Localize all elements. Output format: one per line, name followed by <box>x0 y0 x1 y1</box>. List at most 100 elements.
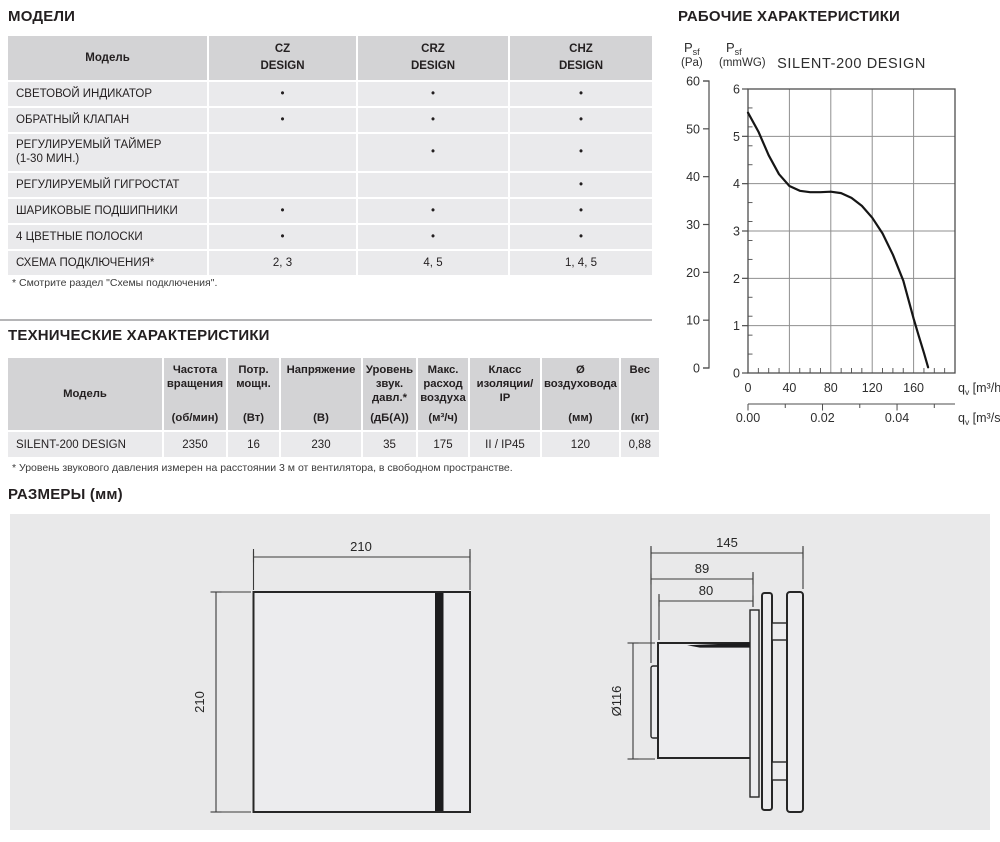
tech-header-wrap: Макс. расход воздуха (м³/ч) <box>420 363 466 425</box>
model-series: DESIGN <box>260 60 305 72</box>
feature-label-line: (1-30 МИН.) <box>16 153 80 166</box>
feature-value: • <box>358 198 508 223</box>
section-title-models: МОДЕЛИ <box>8 8 76 25</box>
tech-header-unit: (дБ(А)) <box>370 411 409 424</box>
y-axis-title-mmwg: Psf <box>726 40 742 57</box>
section-title-performance: РАБОЧИЕ ХАРАКТЕРИСТИКИ <box>678 8 901 25</box>
models-table-row: ШАРИКОВЫЕ ПОДШИПНИКИ • • • <box>8 198 652 223</box>
svg-text:40: 40 <box>782 381 796 395</box>
fan-curve <box>746 111 930 369</box>
tech-col-header: Модель <box>8 358 162 430</box>
feature-value: • <box>358 108 508 132</box>
feature-value: 4, 5 <box>358 250 508 275</box>
x-axis-title-m3s: qv [m³/s] <box>958 411 1000 427</box>
tech-header-label: Частота вращения <box>166 364 224 391</box>
model-series: DESIGN <box>558 60 604 72</box>
y-axis-unit-pa: (Pa) <box>681 57 703 69</box>
svg-text:1: 1 <box>733 319 740 333</box>
svg-text:0: 0 <box>693 362 700 376</box>
feature-label: РЕГУЛИРУЕМЫЙ ГИГРОСТАТ <box>8 172 207 197</box>
feature-label-line: ОБРАТНЫЙ КЛАПАН <box>16 113 130 126</box>
models-table-row: РЕГУЛИРУЕМЫЙ ТАЙМЕР (1-30 МИН.) • • <box>8 134 652 171</box>
tech-value-cell: 175 <box>418 432 468 457</box>
feature-value: • <box>209 198 356 223</box>
tech-header-unit: (м³/ч) <box>428 411 458 424</box>
inner-frame <box>761 592 773 811</box>
feature-value: • <box>510 172 652 197</box>
section-title-dimensions: РАЗМЕРЫ (мм) <box>8 486 123 503</box>
feature-value: • <box>510 224 652 249</box>
tech-header-label: Ø воздуховода <box>544 364 617 391</box>
x-axis-title-m3h: qv [m³/h] <box>958 381 1000 397</box>
tech-header-wrap: Уровень звук. давл.* (дБ(А)) <box>365 363 414 425</box>
svg-text:80: 80 <box>824 381 838 395</box>
svg-text:6: 6 <box>733 83 740 97</box>
tech-header-unit: (мм) <box>568 411 593 424</box>
feature-value <box>209 172 356 197</box>
model-name: CZ <box>274 43 291 56</box>
tech-value-cell: 16 <box>228 432 279 457</box>
tech-header-row: Модель Частота вращения (об/мин) Потр. мощн… <box>8 358 659 430</box>
svg-text:30: 30 <box>686 218 700 232</box>
feature-value: • <box>209 224 356 249</box>
tech-header-label: Класс изоляции/ IP <box>476 364 534 405</box>
tech-value-cell: 0,88 <box>620 432 659 457</box>
tech-footnote: * Уровень звукового давления измерен на … <box>12 462 513 474</box>
tech-col-header: Напряжение (В) <box>281 358 361 430</box>
tech-header-unit: (кг) <box>630 411 649 424</box>
model-name: CHZ <box>569 43 593 56</box>
models-col-header-model: Модель <box>8 36 207 80</box>
models-table-row: 4 ЦВЕТНЫЕ ПОЛОСКИ • • • <box>8 224 652 249</box>
tech-header-unit: (об/мин) <box>171 411 219 424</box>
tech-table: Модель Частота вращения (об/мин) Потр. мощн… <box>6 356 661 459</box>
feature-label: СВЕТОВОЙ ИНДИКАТОР <box>8 82 207 106</box>
tech-header-wrap: Вес (кг) <box>623 363 657 425</box>
feature-label-line: СВЕТОВОЙ ИНДИКАТОР <box>16 87 153 100</box>
models-table-row: ОБРАТНЫЙ КЛАПАН • • • <box>8 108 652 132</box>
svg-text:60: 60 <box>686 75 700 89</box>
dim-body-flange: 89 <box>695 561 709 576</box>
feature-label: СХЕМА ПОДКЛЮЧЕНИЯ* <box>8 250 207 275</box>
feature-label: ОБРАТНЫЙ КЛАПАН <box>8 108 207 132</box>
y-axis-unit-mmwg: (mmWG) <box>719 57 766 69</box>
models-table-row: СХЕМА ПОДКЛЮЧЕНИЯ* 2, 3 4, 5 1, 4, 5 <box>8 250 652 275</box>
svg-text:2: 2 <box>733 272 740 286</box>
feature-value: • <box>358 82 508 106</box>
y-axis-title-pa: Psf <box>684 40 700 57</box>
tech-header-label: Модель <box>63 387 107 400</box>
feature-value <box>358 172 508 197</box>
svg-text:0.02: 0.02 <box>810 411 834 425</box>
feature-label-line: ШАРИКОВЫЕ ПОДШИПНИКИ <box>16 204 178 217</box>
tech-model-name: SILENT-200 DESIGN <box>8 432 162 457</box>
tech-col-header: Ø воздуховода (мм) <box>542 358 619 430</box>
svg-text:0: 0 <box>745 381 752 395</box>
feature-label-line: 4 ЦВЕТНЫЕ ПОЛОСКИ <box>16 230 143 243</box>
dim-front-height: 210 <box>192 691 207 713</box>
tech-header-label: Макс. расход воздуха <box>420 364 466 405</box>
fan-color-stripe <box>435 593 444 811</box>
models-table: Модель CZ DESIGN CRZ DESIGN CHZ DESIGN СВЕТОВОЙ… <box>6 34 654 277</box>
clip-top <box>771 622 788 641</box>
tech-col-header: Класс изоляции/ IP <box>470 358 540 430</box>
tech-header-wrap: Класс изоляции/ IP <box>472 363 538 425</box>
feature-value: • <box>358 134 508 171</box>
models-table-row: СВЕТОВОЙ ИНДИКАТОР • • • <box>8 82 652 106</box>
feature-label: ШАРИКОВЫЕ ПОДШИПНИКИ <box>8 198 207 223</box>
dim-duct-diameter: Ø116 <box>609 686 624 717</box>
models-col-header-cz: CZ DESIGN <box>209 36 356 80</box>
feature-value: • <box>209 108 356 132</box>
feature-value: • <box>209 82 356 106</box>
feature-label-line: РЕГУЛИРУЕМЫЙ ГИГРОСТАТ <box>16 178 180 191</box>
tech-header-wrap: Ø воздуховода (мм) <box>544 363 617 425</box>
svg-text:3: 3 <box>733 225 740 239</box>
svg-text:160: 160 <box>903 381 924 395</box>
feature-label-line: СХЕМА ПОДКЛЮЧЕНИЯ* <box>16 256 155 269</box>
tech-value-cell: 2350 <box>164 432 226 457</box>
feature-value: • <box>510 134 652 171</box>
dimensions-panel: 210 210 145 <box>10 514 990 830</box>
feature-label-line: РЕГУЛИРУЕМЫЙ ТАЙМЕР <box>16 139 162 151</box>
svg-text:0: 0 <box>733 367 740 381</box>
chart-title: SILENT-200 DESIGN <box>777 56 926 72</box>
tech-header-wrap: Модель <box>10 363 160 425</box>
